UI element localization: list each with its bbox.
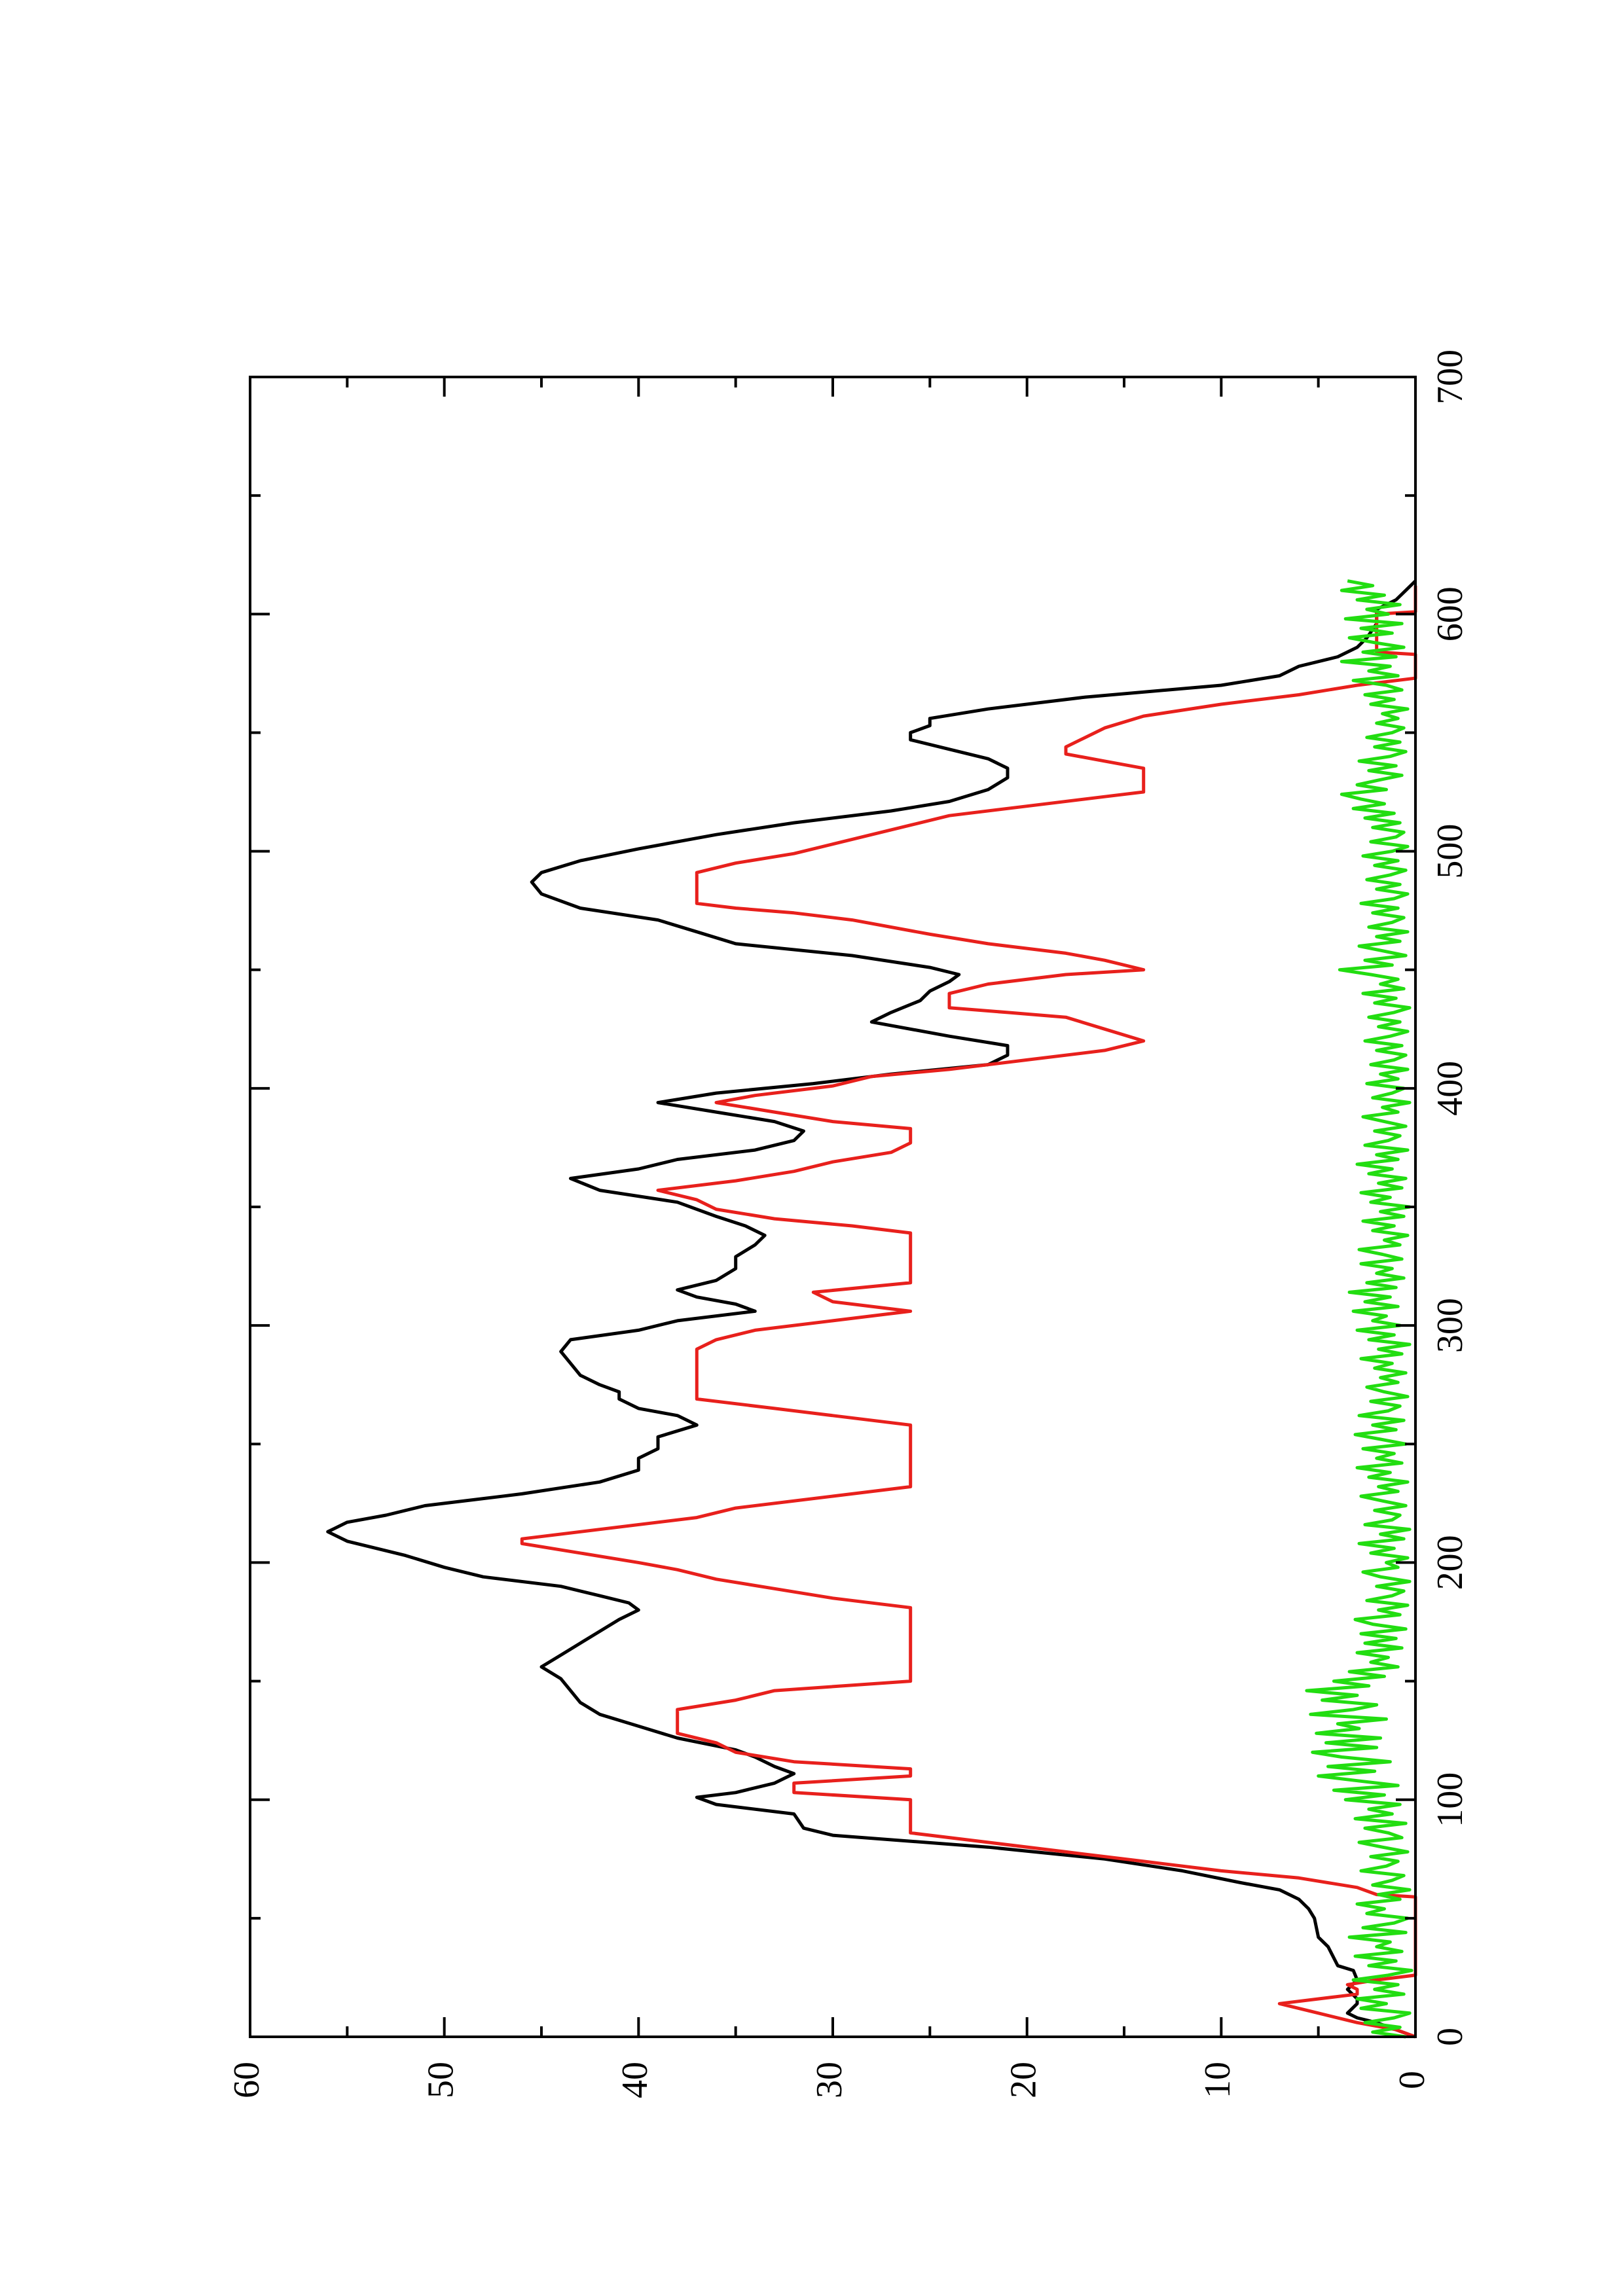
series-line-1 — [326, 579, 1417, 2039]
y-tick-label: 50 — [421, 2062, 462, 2098]
tick-layer — [249, 376, 1417, 2038]
series-line-2 — [520, 585, 1417, 2039]
tick-label-layer: 0 100 200 300 400 500 600 700 0 10 20 30 40 50 60 — [227, 350, 1470, 2098]
y-tick-label: 30 — [809, 2062, 850, 2098]
y-tick-label: 60 — [227, 2062, 267, 2098]
y-tick-label: 0 — [1392, 2071, 1432, 2089]
x-tick-label: 200 — [1430, 1535, 1470, 1590]
series-layer — [326, 579, 1417, 2039]
x-tick-label: 100 — [1430, 1772, 1470, 1827]
x-tick-label: 600 — [1430, 586, 1470, 641]
x-tick-label: 300 — [1430, 1298, 1470, 1353]
y-tick-label: 20 — [1004, 2062, 1044, 2098]
plot-frame — [249, 376, 1417, 2038]
y-tick-label: 40 — [615, 2062, 655, 2098]
x-tick-label: 700 — [1430, 350, 1470, 404]
y-tick-label: 10 — [1197, 2062, 1238, 2098]
x-tick-label: 400 — [1430, 1061, 1470, 1116]
x-tick-label: 0 — [1430, 2028, 1470, 2046]
series-line-3 — [1305, 579, 1413, 2039]
x-tick-label: 500 — [1430, 824, 1470, 879]
